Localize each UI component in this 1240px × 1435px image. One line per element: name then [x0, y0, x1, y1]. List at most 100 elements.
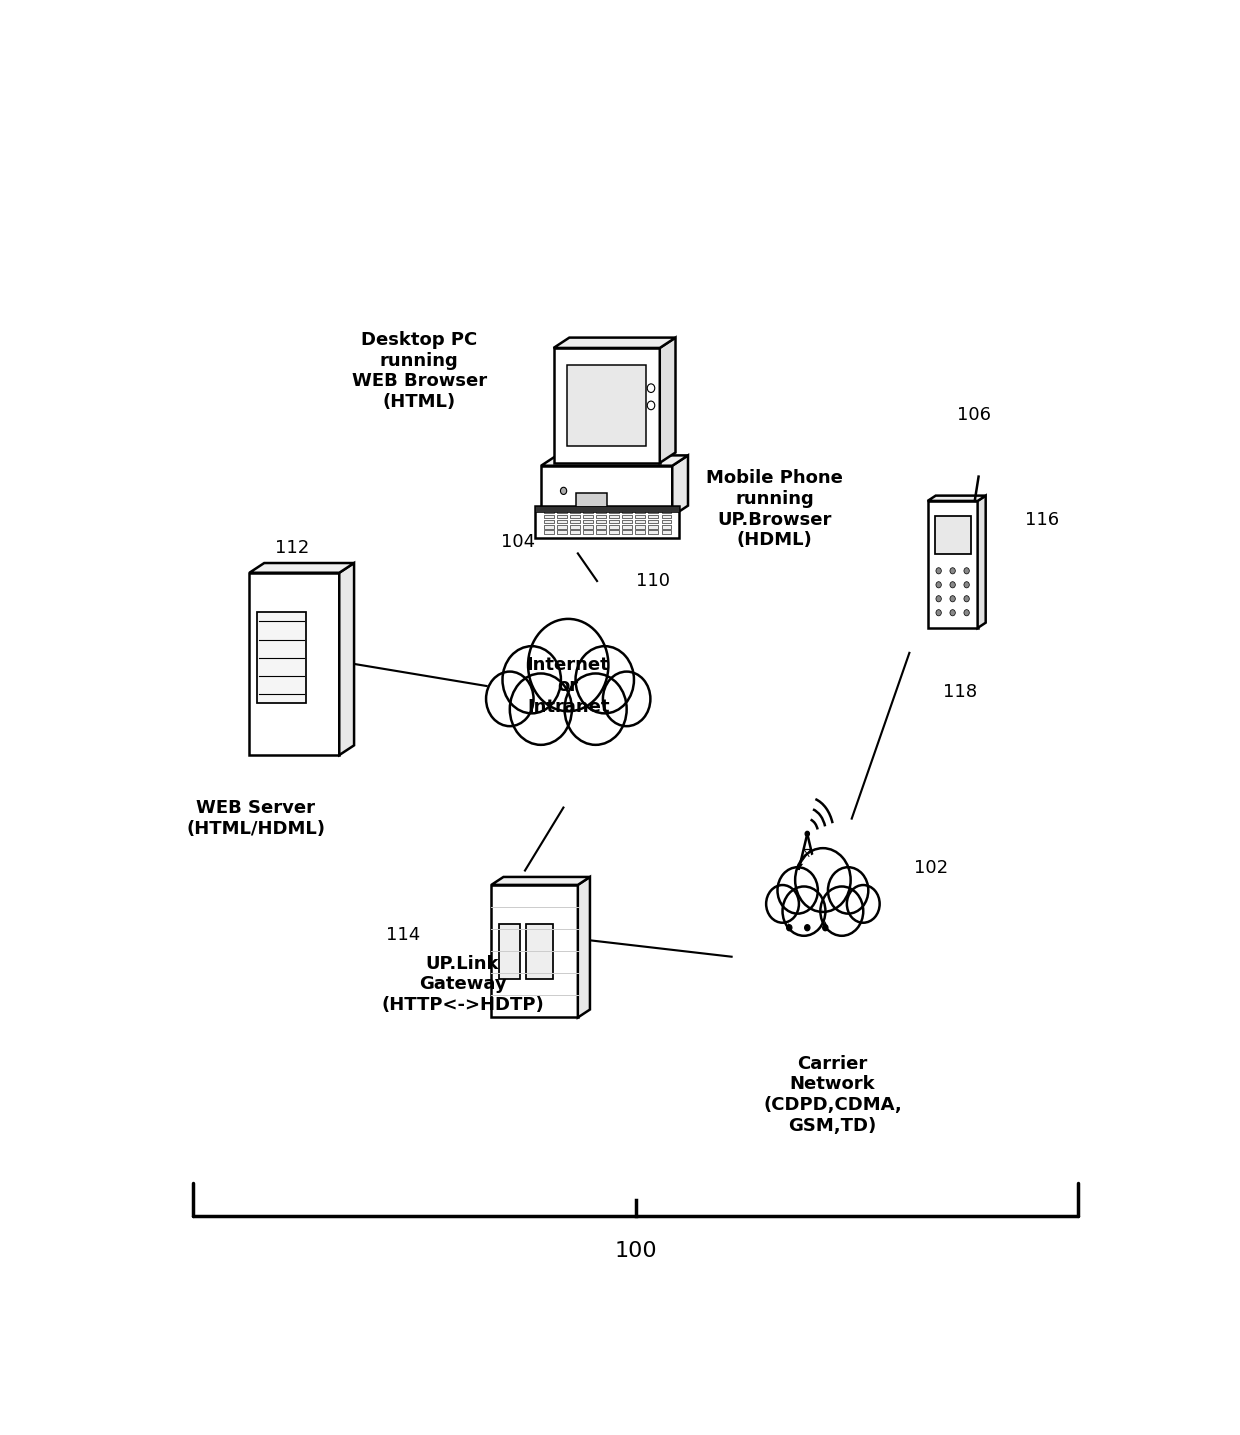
- Bar: [649, 525, 658, 528]
- Polygon shape: [977, 495, 986, 629]
- Bar: [596, 515, 606, 518]
- Circle shape: [950, 596, 955, 601]
- Polygon shape: [928, 501, 977, 629]
- Polygon shape: [541, 455, 688, 466]
- Bar: [567, 364, 646, 446]
- Polygon shape: [491, 885, 578, 1017]
- Circle shape: [936, 581, 941, 588]
- Circle shape: [805, 924, 810, 931]
- Circle shape: [782, 887, 826, 936]
- Polygon shape: [672, 455, 688, 517]
- Bar: [622, 515, 632, 518]
- Polygon shape: [541, 466, 672, 517]
- Text: 116: 116: [1024, 511, 1059, 530]
- Bar: [583, 509, 593, 512]
- Circle shape: [963, 596, 970, 601]
- Bar: [661, 519, 671, 524]
- Bar: [596, 531, 606, 534]
- Bar: [609, 509, 619, 512]
- Bar: [596, 509, 606, 512]
- Circle shape: [564, 673, 626, 745]
- Circle shape: [963, 568, 970, 574]
- Polygon shape: [340, 563, 355, 755]
- Polygon shape: [534, 507, 678, 538]
- Circle shape: [510, 673, 572, 745]
- Circle shape: [950, 581, 955, 588]
- Bar: [661, 515, 671, 518]
- Text: 104: 104: [501, 534, 536, 551]
- Circle shape: [647, 402, 655, 410]
- Bar: [570, 519, 580, 524]
- Bar: [257, 613, 306, 703]
- Bar: [609, 519, 619, 524]
- Bar: [661, 509, 671, 512]
- Circle shape: [489, 674, 531, 723]
- Bar: [649, 515, 658, 518]
- Bar: [649, 531, 658, 534]
- Circle shape: [528, 618, 609, 712]
- Bar: [498, 924, 521, 979]
- Circle shape: [606, 674, 647, 723]
- Circle shape: [647, 383, 655, 392]
- Circle shape: [766, 885, 799, 923]
- Bar: [609, 525, 619, 528]
- Polygon shape: [553, 347, 660, 464]
- Circle shape: [849, 887, 878, 920]
- Circle shape: [936, 596, 941, 601]
- Bar: [635, 515, 645, 518]
- Circle shape: [799, 852, 847, 908]
- Bar: [557, 519, 567, 524]
- Circle shape: [780, 870, 816, 911]
- Circle shape: [777, 867, 818, 914]
- Bar: [557, 531, 567, 534]
- Text: 102: 102: [914, 860, 949, 877]
- Bar: [661, 525, 671, 528]
- Bar: [635, 525, 645, 528]
- Circle shape: [822, 924, 828, 931]
- Circle shape: [768, 887, 797, 920]
- Bar: [649, 519, 658, 524]
- Circle shape: [950, 610, 955, 616]
- Circle shape: [785, 890, 823, 933]
- Circle shape: [579, 650, 630, 709]
- Bar: [622, 525, 632, 528]
- Circle shape: [805, 831, 810, 837]
- Circle shape: [603, 672, 651, 726]
- Bar: [526, 924, 553, 979]
- Circle shape: [823, 890, 861, 933]
- Circle shape: [936, 568, 941, 574]
- Bar: [577, 494, 608, 508]
- Circle shape: [486, 672, 533, 726]
- Text: 106: 106: [957, 406, 992, 425]
- Text: 112: 112: [275, 540, 309, 557]
- Text: 110: 110: [635, 573, 670, 590]
- Bar: [596, 525, 606, 528]
- Bar: [596, 519, 606, 524]
- Circle shape: [963, 610, 970, 616]
- Circle shape: [568, 677, 622, 740]
- Text: Desktop PC
running
WEB Browser
(HTML): Desktop PC running WEB Browser (HTML): [352, 331, 487, 412]
- Circle shape: [506, 650, 558, 709]
- Bar: [635, 531, 645, 534]
- Circle shape: [786, 924, 792, 931]
- Polygon shape: [249, 573, 340, 755]
- Circle shape: [847, 885, 879, 923]
- Bar: [583, 525, 593, 528]
- Bar: [570, 509, 580, 512]
- Circle shape: [950, 568, 955, 574]
- Text: Carrier
Network
(CDPD,CDMA,
GSM,TD): Carrier Network (CDPD,CDMA, GSM,TD): [763, 1055, 901, 1135]
- Text: Internet
or
Intranet: Internet or Intranet: [527, 656, 610, 716]
- Bar: [583, 519, 593, 524]
- Text: 114: 114: [386, 926, 420, 944]
- Bar: [544, 531, 554, 534]
- Bar: [570, 515, 580, 518]
- Bar: [649, 509, 658, 512]
- Circle shape: [795, 848, 851, 913]
- Circle shape: [533, 624, 604, 706]
- Bar: [583, 515, 593, 518]
- Bar: [557, 525, 567, 528]
- Polygon shape: [491, 877, 590, 885]
- Circle shape: [575, 646, 634, 713]
- Polygon shape: [249, 563, 355, 573]
- Polygon shape: [553, 337, 676, 347]
